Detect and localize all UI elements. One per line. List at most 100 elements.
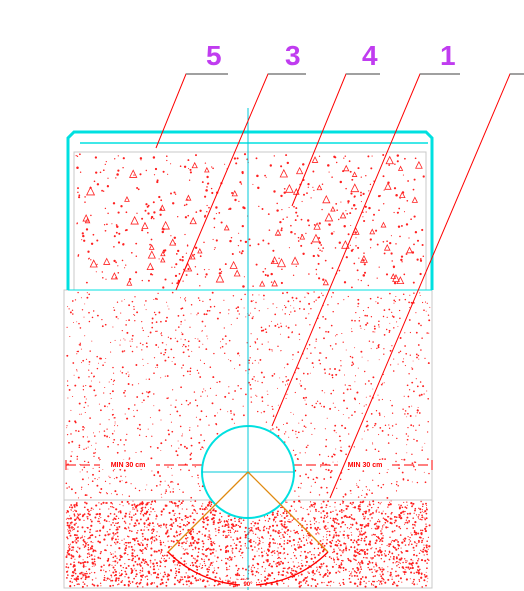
fill-dot bbox=[378, 554, 381, 557]
fill-dot bbox=[254, 341, 256, 343]
fill-dot bbox=[96, 530, 99, 532]
fill-dot bbox=[318, 155, 321, 157]
fill-dot bbox=[287, 326, 290, 329]
fill-dot bbox=[292, 359, 294, 360]
fill-dot bbox=[257, 544, 259, 545]
fill-dot bbox=[197, 483, 200, 485]
fill-dot bbox=[176, 454, 179, 457]
fill-dot bbox=[180, 338, 182, 340]
fill-dot bbox=[300, 573, 303, 576]
fill-dot bbox=[164, 249, 167, 252]
fill-dot bbox=[198, 441, 201, 444]
fill-dot bbox=[277, 532, 280, 535]
fill-dot bbox=[383, 524, 385, 526]
fill-dot bbox=[274, 542, 276, 544]
fill-dot bbox=[324, 572, 327, 575]
fill-dot bbox=[372, 580, 374, 583]
fill-dot bbox=[99, 557, 102, 560]
fill-dot bbox=[142, 539, 144, 541]
fill-dot bbox=[88, 320, 91, 323]
fill-dot bbox=[208, 536, 211, 538]
fill-dot bbox=[293, 300, 295, 302]
fill-dot bbox=[96, 484, 99, 487]
fill-dot bbox=[395, 548, 398, 551]
fill-dot bbox=[205, 574, 208, 576]
fill-dot bbox=[97, 556, 100, 559]
fill-dot bbox=[190, 581, 192, 584]
fill-dot bbox=[288, 247, 290, 249]
fill-dot bbox=[306, 357, 308, 359]
fill-dot bbox=[95, 504, 98, 507]
fill-dot bbox=[282, 218, 284, 220]
fill-dot bbox=[208, 584, 210, 586]
fill-dot bbox=[284, 567, 286, 570]
fill-dot bbox=[422, 550, 425, 553]
fill-dot bbox=[203, 508, 206, 511]
fill-dot bbox=[386, 520, 389, 523]
callout-3: 3 bbox=[285, 40, 301, 71]
fill-dot bbox=[367, 518, 369, 520]
fill-dot bbox=[123, 350, 126, 352]
fill-dot bbox=[306, 542, 309, 544]
fill-dot bbox=[94, 555, 96, 557]
fill-dot bbox=[191, 505, 193, 507]
fill-dot bbox=[347, 295, 349, 298]
fill-dot bbox=[78, 196, 81, 199]
fill-dot bbox=[333, 429, 336, 432]
fill-dot bbox=[276, 209, 279, 212]
fill-dot bbox=[398, 561, 400, 563]
fill-dot bbox=[210, 562, 213, 565]
fill-dot bbox=[429, 306, 431, 308]
fill-dot bbox=[180, 469, 182, 471]
fill-dot bbox=[105, 520, 108, 523]
fill-dot bbox=[321, 390, 323, 392]
fill-dot bbox=[174, 518, 177, 521]
fill-dot bbox=[342, 552, 344, 554]
fill-dot bbox=[115, 261, 117, 264]
fill-dot bbox=[232, 528, 234, 531]
fill-dot bbox=[114, 518, 117, 521]
fill-dot bbox=[95, 530, 97, 532]
fill-dot bbox=[159, 583, 162, 586]
fill-dot bbox=[407, 435, 409, 437]
fill-dot bbox=[375, 539, 378, 542]
fill-dot bbox=[226, 536, 228, 538]
fill-dot bbox=[87, 484, 89, 486]
fill-dot bbox=[397, 554, 400, 556]
fill-dot bbox=[287, 585, 289, 587]
fill-dot bbox=[184, 524, 187, 527]
fill-dot bbox=[413, 438, 415, 441]
fill-dot bbox=[345, 187, 347, 190]
fill-dot bbox=[93, 584, 96, 587]
aggregate-triangle bbox=[124, 196, 130, 202]
fill-dot bbox=[110, 574, 113, 577]
fill-dot bbox=[120, 339, 122, 341]
fill-dot bbox=[397, 211, 399, 214]
fill-dot bbox=[172, 560, 175, 563]
fill-dot bbox=[376, 554, 379, 556]
fill-dot bbox=[100, 585, 102, 587]
fill-dot bbox=[288, 521, 291, 523]
fill-dot bbox=[335, 534, 338, 537]
fill-dot bbox=[242, 519, 245, 522]
fill-dot bbox=[92, 467, 94, 469]
fill-dot bbox=[229, 580, 231, 582]
fill-dot bbox=[146, 502, 149, 505]
fill-dot bbox=[227, 411, 229, 413]
fill-dot bbox=[119, 439, 122, 441]
aggregate-triangle bbox=[126, 279, 133, 286]
fill-dot bbox=[322, 294, 324, 297]
fill-dot bbox=[172, 202, 175, 205]
fill-dot bbox=[146, 510, 149, 513]
fill-dot bbox=[342, 495, 345, 498]
fill-dot bbox=[267, 213, 270, 216]
fill-dot bbox=[273, 560, 275, 563]
fill-dot bbox=[133, 550, 135, 552]
fill-dot bbox=[423, 471, 425, 473]
fill-dot bbox=[399, 350, 402, 353]
fill-dot bbox=[232, 581, 235, 584]
fill-dot bbox=[68, 525, 70, 527]
fill-dot bbox=[322, 500, 325, 503]
fill-dot bbox=[167, 535, 170, 537]
fill-dot bbox=[375, 561, 377, 563]
